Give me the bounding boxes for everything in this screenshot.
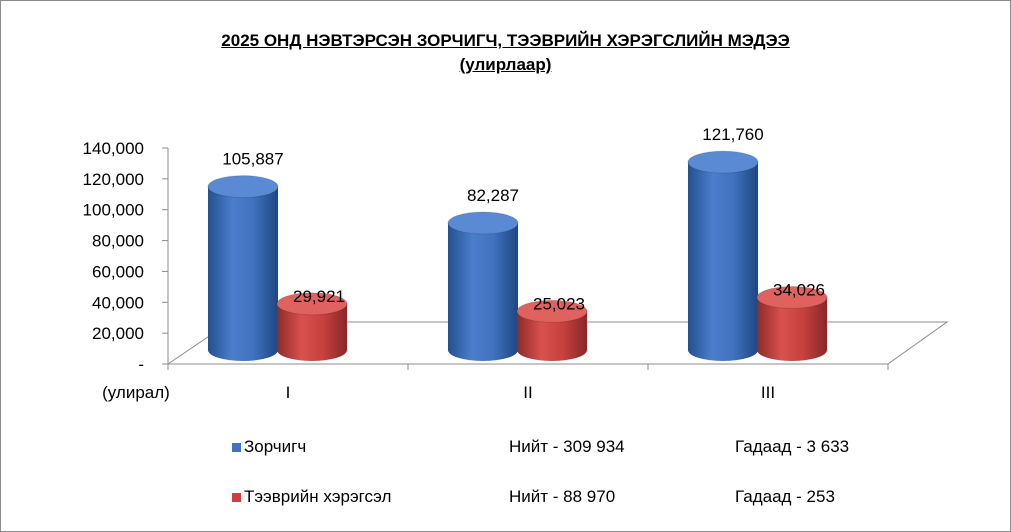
- legend-label: Тээврийн хэрэгсэл: [244, 487, 392, 506]
- legend-swatch: [232, 493, 241, 502]
- x-axis-label: (улирал): [102, 383, 170, 402]
- bar-teevriin-hergsel: [756, 286, 828, 361]
- y-tick-label: 100,000: [83, 201, 144, 220]
- bar-teevriin-hergsel: [516, 299, 588, 361]
- y-tick-label: 40,000: [92, 293, 144, 312]
- data-label: 29,921: [293, 287, 345, 306]
- data-label: 25,023: [533, 294, 585, 313]
- legend-total: Нийт - 309 934: [509, 437, 625, 456]
- x-tick-label: II: [523, 383, 532, 402]
- chart-title: 2025 ОНД НЭВТЭРСЭН ЗОРЧИГЧ, ТЭЭВРИЙН ХЭР…: [221, 31, 790, 50]
- legend-foreign: Гадаад - 3 633: [735, 437, 850, 456]
- y-tick-label: 80,000: [92, 232, 144, 251]
- x-tick-label: I: [286, 383, 291, 402]
- legend-total: Нийт - 88 970: [509, 487, 616, 506]
- legend-label: Зорчигч: [244, 437, 307, 456]
- chart-subtitle: (улирлаар): [459, 55, 552, 74]
- y-tick-label: 60,000: [92, 262, 144, 281]
- data-label: 34,026: [773, 281, 825, 300]
- data-label: 82,287: [467, 186, 519, 205]
- legend-foreign: Гадаад - 253: [735, 487, 835, 506]
- legend-swatch: [232, 443, 241, 452]
- bar-zorchigch: [207, 175, 279, 361]
- bar-zorchigch: [687, 150, 759, 361]
- x-tick-label: III: [761, 383, 775, 402]
- y-tick-label: 140,000: [83, 139, 144, 158]
- y-tick-label: 120,000: [83, 170, 144, 189]
- y-tick-label: -: [138, 355, 144, 374]
- bar-teevriin-hergsel: [276, 292, 348, 361]
- y-tick-label: 20,000: [92, 324, 144, 343]
- data-label: 121,760: [702, 125, 763, 144]
- data-label: 105,887: [222, 150, 283, 169]
- bar-zorchigch: [447, 211, 519, 361]
